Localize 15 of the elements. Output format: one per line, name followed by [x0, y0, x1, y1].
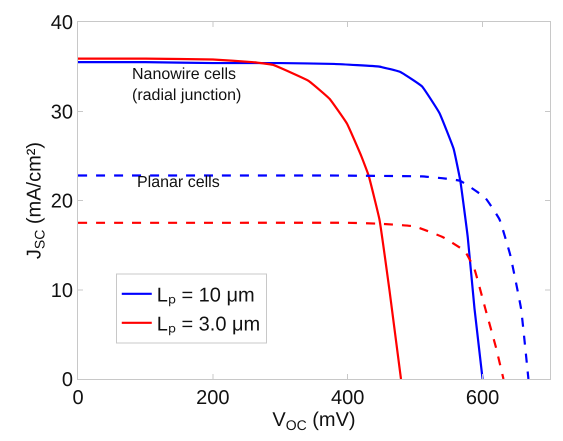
line-series [78, 222, 505, 379]
legend-label: Lₚ = 3.0 μm [156, 314, 260, 336]
x-tick-label: 200 [196, 387, 230, 409]
y-tick-label: 40 [50, 12, 73, 34]
annotation: Nanowire cells (radial junction) [132, 66, 242, 104]
y-tick-label: 10 [50, 280, 73, 302]
x-tick-label: 400 [331, 387, 364, 409]
y-tick-label: 0 [62, 369, 73, 391]
annotation: Planar cells [137, 174, 220, 191]
y-tick-label: 20 [50, 190, 73, 212]
line-series [78, 57, 402, 379]
legend-label: Lₚ = 10 μm [156, 284, 255, 307]
x-tick-label: 600 [466, 387, 500, 409]
x-axis-title: V$_{OC}$ (mV) [272, 409, 356, 434]
y-tick-label: 30 [50, 101, 73, 124]
